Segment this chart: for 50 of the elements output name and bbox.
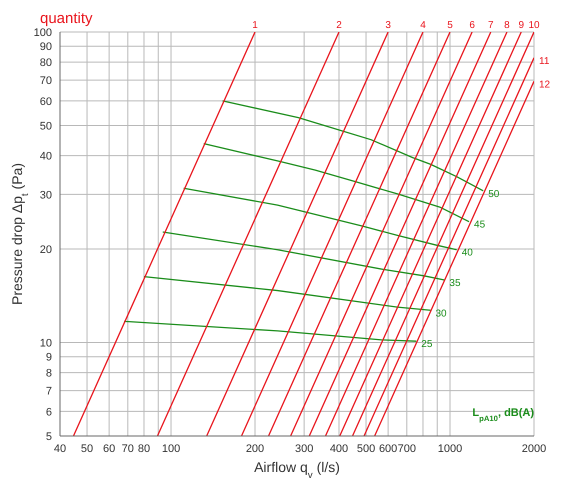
x-tick-label: 300 — [294, 442, 314, 455]
x-tick-label: 100 — [162, 442, 180, 455]
x-tick-label: 500 — [356, 442, 376, 455]
x-tick-label: 1000 — [438, 442, 462, 455]
y-tick-label: 5 — [46, 430, 52, 443]
y-tick-label: 7 — [46, 386, 52, 398]
series-label: 40 — [462, 248, 474, 259]
y-tick-label: 10 — [40, 337, 52, 350]
y-tick-label: 30 — [40, 189, 52, 202]
chart-title: quantity — [40, 10, 93, 27]
x-tick-label: 40 — [54, 442, 66, 455]
y-tick-label: 80 — [40, 57, 52, 69]
series-label: 25 — [421, 339, 433, 350]
series-label: 5 — [447, 20, 454, 31]
series-label: 3 — [385, 20, 392, 31]
series-label: 12 — [539, 79, 551, 90]
series-label: 11 — [539, 56, 550, 67]
annotation: L$_{pA10}$, dB(A) — [472, 407, 534, 422]
x-tick-label: 700 — [398, 442, 416, 455]
y-tick-label: 90 — [40, 41, 52, 54]
series-label: 4 — [420, 20, 426, 31]
y-tick-label: 9 — [46, 352, 52, 364]
y-tick-label: 20 — [40, 244, 52, 256]
x-tick-label: 200 — [246, 442, 264, 455]
series-label: 45 — [474, 220, 486, 231]
y-tick-label: 70 — [40, 75, 52, 88]
x-axis-title: Airflow q$_{v}$ (l/s) — [254, 459, 340, 480]
x-tick-label: 70 — [122, 442, 134, 455]
series-label: 1 — [252, 20, 258, 31]
y-tick-label: 40 — [40, 150, 52, 162]
y-tick-label: 100 — [34, 26, 52, 39]
x-tick-label: 60 — [103, 442, 116, 455]
series-label: 10 — [528, 20, 540, 31]
y-tick-label: 8 — [46, 368, 52, 380]
x-tick-label: 400 — [330, 442, 348, 455]
y-tick-label: 60 — [40, 96, 52, 108]
x-tick-label: 2000 — [522, 442, 546, 455]
series-label: 7 — [488, 20, 494, 31]
series-label: 50 — [488, 188, 500, 200]
x-tick-label: 80 — [138, 442, 150, 455]
series-label: 30 — [435, 308, 448, 320]
series-label: 9 — [518, 20, 524, 31]
x-tick-label: 600 — [378, 442, 398, 455]
series-label: 2 — [336, 20, 342, 31]
x-tick-label: 50 — [80, 442, 94, 455]
series-label: 35 — [449, 278, 461, 289]
y-tick-label: 6 — [46, 406, 52, 418]
y-tick-label: 50 — [40, 120, 52, 132]
series-label: 6 — [469, 20, 476, 31]
series-label: 8 — [504, 20, 510, 31]
